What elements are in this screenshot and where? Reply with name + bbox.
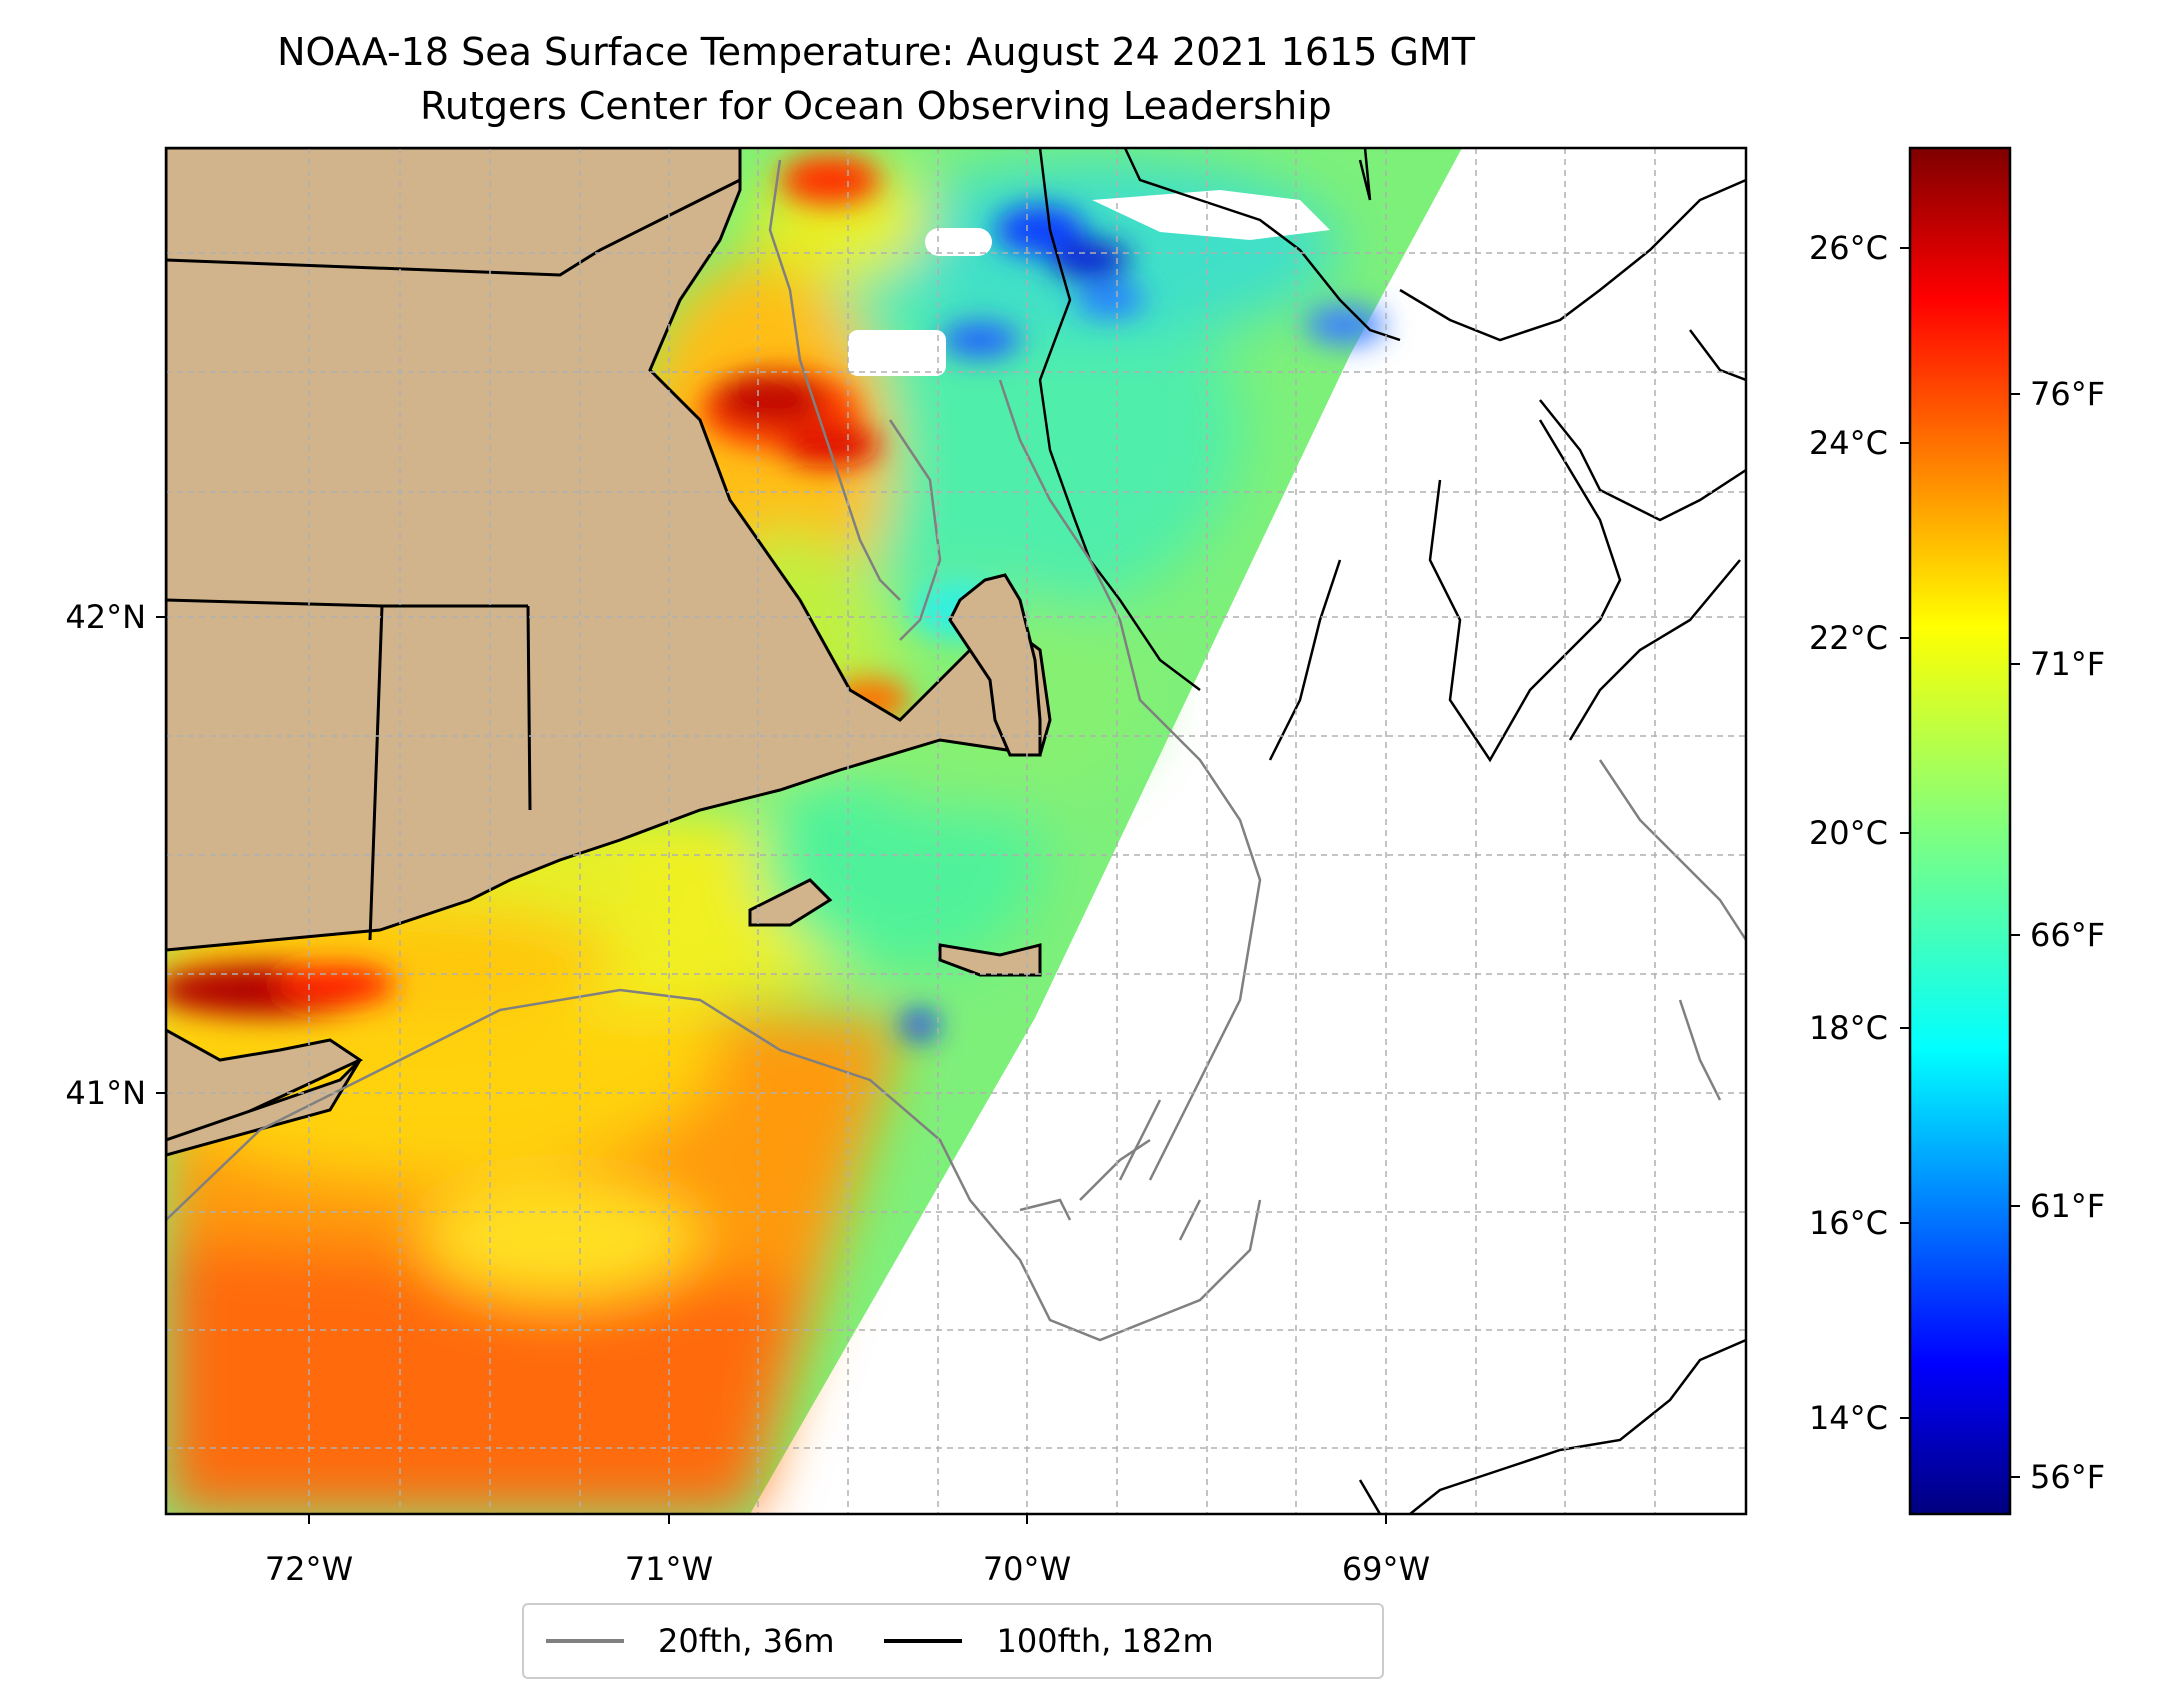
colorbar-celsius-tick: 26°C [1809, 229, 1888, 267]
depth-contour-20fth [166, 159, 1746, 1342]
lon-label-72w: 72°W [265, 1550, 353, 1588]
chart-title: NOAA-18 Sea Surface Temperature: August … [277, 30, 1475, 74]
legend-label: 20fth, 36m [658, 1622, 835, 1660]
map-area [166, 148, 1746, 1514]
map-ticks [156, 616, 1387, 1524]
chart-subtitle: Rutgers Center for Ocean Observing Leade… [420, 84, 1332, 128]
legend: 20fth, 36m 100fth, 182m [522, 1603, 1384, 1679]
state-boundaries [166, 178, 741, 941]
colorbar-fahrenheit-tick: 71°F [2030, 645, 2105, 683]
lat-label-42n: 42°N [65, 598, 146, 636]
colorbar-fahrenheit-tick: 66°F [2030, 916, 2105, 954]
gridlines [166, 148, 1746, 1514]
colorbar-celsius-tick: 20°C [1809, 814, 1888, 852]
legend-swatch-black-line [884, 1639, 963, 1643]
colorbar-celsius-tick: 22°C [1809, 619, 1888, 657]
lon-label-69w: 69°W [1342, 1550, 1430, 1588]
cape-cod [948, 573, 1042, 757]
lon-label-70w: 70°W [983, 1550, 1071, 1588]
legend-swatch-gray-line [546, 1639, 624, 1643]
land [166, 148, 1052, 1157]
legend-label: 100fth, 182m [996, 1622, 1214, 1660]
colorbar-celsius-tick: 14°C [1809, 1399, 1888, 1437]
legend-item-100fth: 100fth, 182m [884, 1622, 1214, 1660]
colorbar-fahrenheit-tick: 56°F [2030, 1458, 2105, 1496]
colorbar-celsius-tick: 24°C [1809, 424, 1888, 462]
colorbar-fahrenheit-tick: 76°F [2030, 375, 2105, 413]
map-frame [164, 146, 1748, 1516]
colorbar-celsius-tick: 18°C [1809, 1009, 1888, 1047]
coastlines [1038, 148, 1746, 1514]
colorbar-gradient [1908, 146, 2012, 1516]
colorbar-celsius-tick: 16°C [1809, 1204, 1888, 1242]
colorbar-fahrenheit-tick: 61°F [2030, 1187, 2105, 1225]
lon-label-71w: 71°W [625, 1550, 713, 1588]
legend-item-20fth: 20fth, 36m [546, 1622, 834, 1660]
colorbar: 26°C 24°C 22°C 20°C 18°C 16°C 14°C 76°F … [1809, 146, 2105, 1516]
lat-label-41n: 41°N [65, 1074, 146, 1112]
